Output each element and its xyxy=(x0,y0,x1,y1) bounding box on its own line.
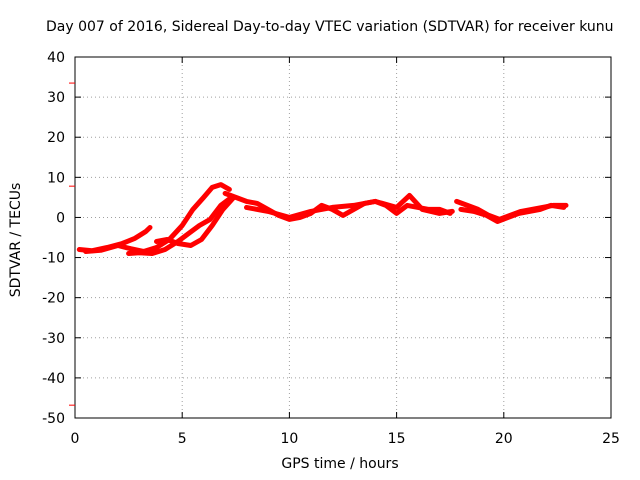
plot-frame xyxy=(74,56,612,419)
y-tick-label: -50 xyxy=(42,411,65,427)
series-line-track-5 xyxy=(222,190,453,222)
y-tick-label: 30 xyxy=(47,90,65,106)
y-tick-label: 0 xyxy=(56,210,65,226)
y-tick-label: -20 xyxy=(42,291,65,307)
series-line-track-3 xyxy=(126,194,234,256)
series-line-track-8 xyxy=(458,202,567,224)
series-line-track-4 xyxy=(154,194,237,248)
x-tick-label: 10 xyxy=(280,431,298,447)
y-tick-label: -30 xyxy=(42,331,65,347)
x-tick-label: 5 xyxy=(178,431,187,447)
y-tick-label: 20 xyxy=(47,130,65,146)
y-tick-label: -40 xyxy=(42,371,65,387)
chart-title: Day 007 of 2016, Sidereal Day-to-day VTE… xyxy=(46,19,614,35)
x-tick-label: 25 xyxy=(602,431,620,447)
y-axis-label: SDTVAR / TECUs xyxy=(8,182,24,298)
y-tick-label: 10 xyxy=(47,170,65,186)
y-tick-label: 40 xyxy=(47,50,65,66)
series-line-track-6 xyxy=(244,192,455,220)
x-axis-label: GPS time / hours xyxy=(281,456,399,472)
x-tick-label: 20 xyxy=(495,431,513,447)
x-tick-label: 15 xyxy=(388,431,406,447)
y-tick-label: -10 xyxy=(42,251,65,267)
x-tick-label: 0 xyxy=(71,431,80,447)
